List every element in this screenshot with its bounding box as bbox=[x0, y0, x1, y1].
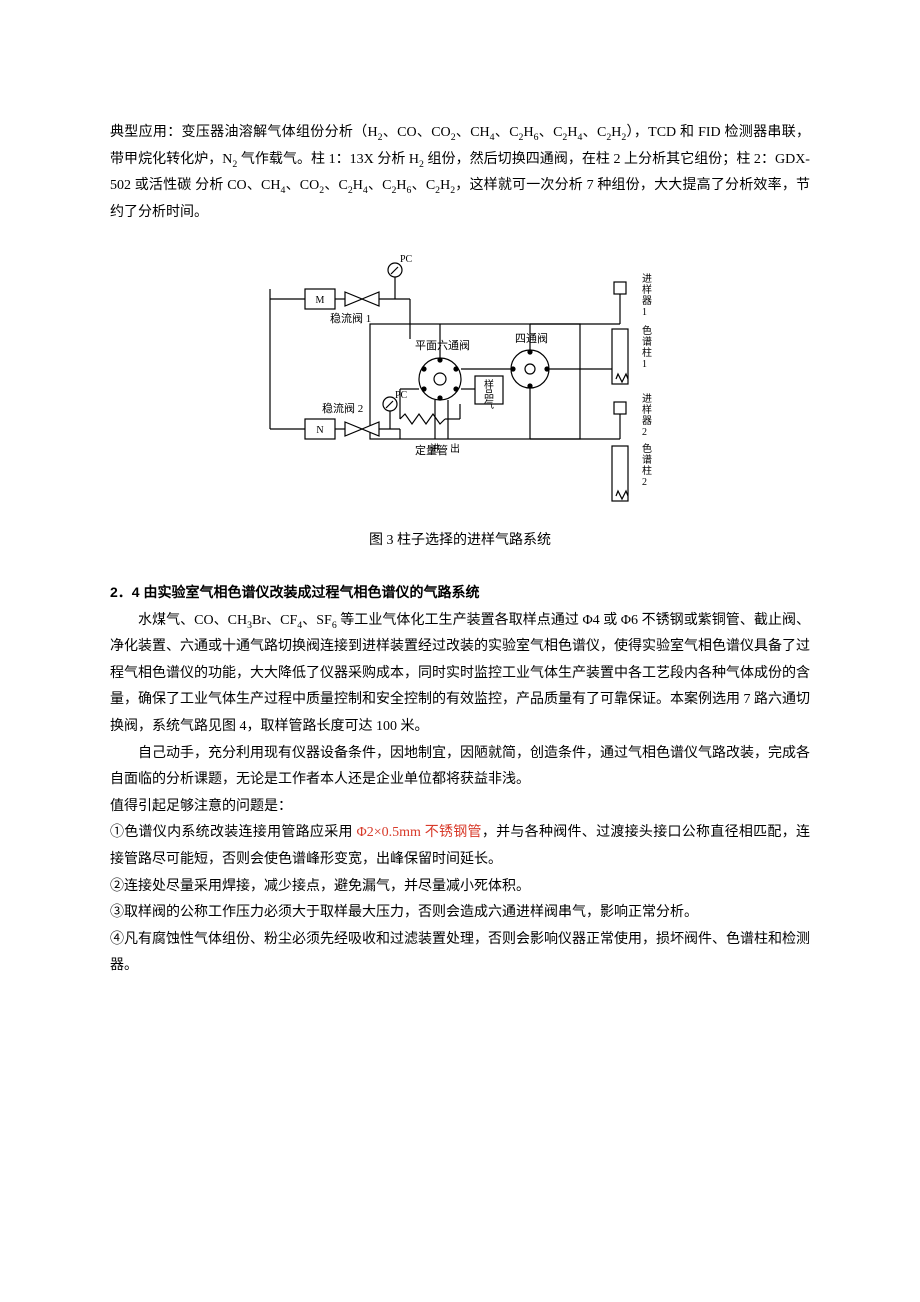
text: 、CO bbox=[285, 178, 319, 193]
label-n: N bbox=[316, 425, 323, 436]
label-in: 进 bbox=[430, 443, 440, 455]
figure-3-diagram: M N PC PC 稳流阀 1 稳流阀 2 平面六通阀 四通阀 样 品 气 定量… bbox=[110, 254, 810, 514]
text: 气作载气。柱 1：13X 分析 H bbox=[237, 152, 419, 167]
text: 、C bbox=[411, 178, 435, 193]
label-pc1: PC bbox=[400, 254, 413, 265]
intro-paragraph: 典型应用：变压器油溶解气体组份分析（H2、CO、CO2、CH4、C2H6、C2H… bbox=[110, 120, 810, 226]
text: 、CO、CO bbox=[383, 125, 451, 140]
gas-circuit-svg: M N PC PC 稳流阀 1 稳流阀 2 平面六通阀 四通阀 样 品 气 定量… bbox=[240, 254, 680, 514]
text: 、C bbox=[368, 178, 392, 193]
note-item-4: ④凡有腐蚀性气体组份、粉尘必须先经吸收和过滤装置处理，否则会影响仪器正常使用，损… bbox=[110, 927, 810, 980]
section-2-4-p4: 值得引起足够注意的问题是： bbox=[110, 794, 810, 821]
text: ①色谱仪内系统改装连接用管路应采用 bbox=[110, 825, 357, 840]
text: 水煤气、CO、CH bbox=[138, 613, 247, 628]
note-item-3: ③取样阀的公称工作压力必须大于取样最大压力，否则会造成六通进样阀串气，影响正常分… bbox=[110, 900, 810, 927]
label-steady2: 稳流阀 2 bbox=[322, 401, 363, 415]
label-inj2: 进样器2 bbox=[642, 393, 652, 438]
text: H bbox=[353, 178, 363, 193]
text: H bbox=[567, 125, 577, 140]
label-inj1: 进样器1 bbox=[642, 273, 652, 318]
text: Br、CF bbox=[252, 613, 297, 628]
text: ），TCD 和 FID 检 bbox=[626, 125, 739, 140]
text: 、SF bbox=[302, 613, 332, 628]
label-sixport: 平面六通阀 bbox=[415, 338, 470, 352]
text: 、C bbox=[495, 125, 519, 140]
figure-3-caption: 图 3 柱子选择的进样气路系统 bbox=[110, 528, 810, 555]
label-sample-3: 气 bbox=[484, 398, 494, 411]
note-item-1: ①色谱仪内系统改装连接用管路应采用 Φ2×0.5mm 不锈钢管，并与各种阀件、过… bbox=[110, 820, 810, 873]
label-col2: 色谱柱2 bbox=[642, 442, 652, 488]
section-2-4-heading: 2．4 由实验室气相色谱仪改装成过程气相色谱仪的气路系统 bbox=[110, 579, 810, 606]
section-2-4-p3: 自己动手，充分利用现有仪器设备条件，因地制宜，因陋就简，创造条件，通过气相色谱仪… bbox=[110, 741, 810, 794]
text: 紫铜管、截止阀、净化装置、六通或十通气路切换阀连接到进样装置经过改装的实验室气相… bbox=[110, 613, 810, 734]
text: 等工业气体化工生产装置各取样点通过 Φ4 或 Φ6 不锈钢或 bbox=[337, 613, 698, 628]
label-fourport: 四通阀 bbox=[515, 331, 548, 345]
text: 典型应用：变压器油溶解气体组份分析（H bbox=[110, 125, 378, 140]
label-steady1: 稳流阀 1 bbox=[330, 311, 371, 325]
label-m: M bbox=[316, 295, 325, 306]
label-col1: 色谱柱1 bbox=[642, 324, 652, 370]
text: 、C bbox=[324, 178, 348, 193]
text: 组份，然后切换四通阀，在柱 2 上 bbox=[424, 152, 638, 167]
note-item-2: ②连接处尽量采用焊接，减少接点，避免漏气，并尽量减小死体积。 bbox=[110, 874, 810, 901]
highlight-pipe-spec: Φ2×0.5mm 不锈钢管 bbox=[357, 825, 482, 840]
text: 、C bbox=[538, 125, 562, 140]
label-out: 出 bbox=[450, 442, 460, 455]
text: 、C bbox=[582, 125, 606, 140]
text: H bbox=[440, 178, 450, 193]
text: 、CH bbox=[456, 125, 490, 140]
text: H bbox=[396, 178, 406, 193]
label-pc2: PC bbox=[395, 390, 408, 401]
text: H bbox=[611, 125, 621, 140]
text: ，这样就可一次分 bbox=[455, 178, 569, 193]
section-2-4-p1: 水煤气、CO、CH3Br、CF4、SF6 等工业气体化工生产装置各取样点通过 Φ… bbox=[110, 608, 810, 741]
text: H bbox=[523, 125, 533, 140]
